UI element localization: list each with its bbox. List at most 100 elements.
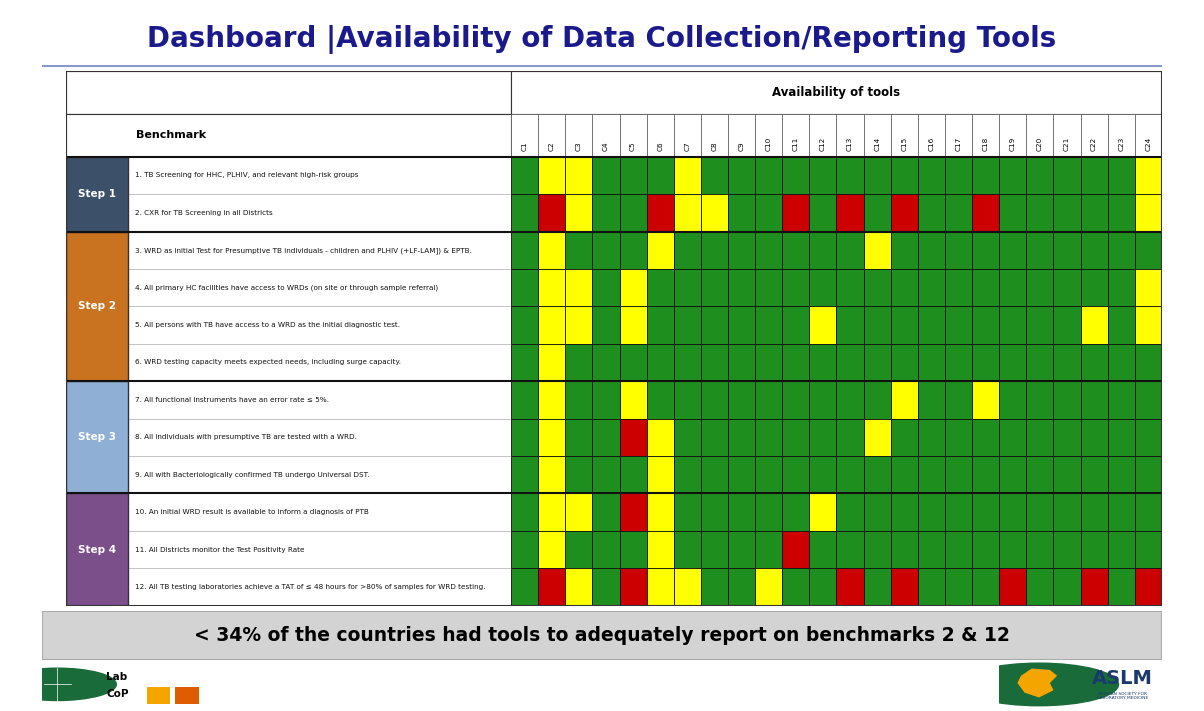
Bar <box>728 344 755 381</box>
Bar <box>891 156 917 194</box>
Text: Dashboard |Availability of Data Collection/Reporting Tools: Dashboard |Availability of Data Collecti… <box>147 25 1057 54</box>
Text: C20: C20 <box>1037 137 1043 151</box>
Bar <box>538 568 566 606</box>
Bar <box>891 456 917 493</box>
Bar <box>1108 493 1134 531</box>
Text: 5. All persons with TB have access to a WRD as the initial diagnostic test.: 5. All persons with TB have access to a … <box>135 322 400 328</box>
Bar <box>620 306 647 344</box>
Bar <box>783 493 809 531</box>
Bar <box>809 156 837 194</box>
Bar <box>891 194 917 232</box>
Bar <box>728 269 755 306</box>
Bar <box>566 531 592 568</box>
Text: Lab: Lab <box>106 673 128 683</box>
Text: 4. All primary HC facilities have access to WRDs (on site or through sample refe: 4. All primary HC facilities have access… <box>135 284 438 291</box>
Text: C2: C2 <box>549 141 555 151</box>
Bar <box>592 344 620 381</box>
Bar <box>728 381 755 419</box>
Bar <box>566 156 592 194</box>
Bar <box>1054 493 1080 531</box>
Bar <box>1054 232 1080 269</box>
Bar <box>592 232 620 269</box>
Bar <box>972 156 999 194</box>
Bar <box>592 456 620 493</box>
Bar <box>1054 344 1080 381</box>
Bar <box>972 114 999 156</box>
Bar <box>1134 456 1162 493</box>
Text: C6: C6 <box>657 141 663 151</box>
Bar <box>701 344 728 381</box>
Bar <box>783 568 809 606</box>
Bar <box>1134 419 1162 456</box>
Bar <box>1054 156 1080 194</box>
Bar <box>917 419 945 456</box>
Bar <box>620 419 647 456</box>
Bar <box>620 194 647 232</box>
Bar <box>592 269 620 306</box>
Bar <box>999 531 1026 568</box>
Bar <box>510 344 538 381</box>
Bar <box>863 456 891 493</box>
Bar <box>837 269 863 306</box>
Bar <box>1026 306 1054 344</box>
Text: C5: C5 <box>630 141 636 151</box>
Text: C4: C4 <box>603 141 609 151</box>
Bar <box>837 531 863 568</box>
Bar <box>128 419 510 456</box>
Bar <box>863 269 891 306</box>
Bar <box>863 381 891 419</box>
Bar <box>647 531 674 568</box>
Bar <box>891 232 917 269</box>
Bar <box>620 568 647 606</box>
Bar <box>538 456 566 493</box>
Bar <box>945 232 972 269</box>
Bar <box>647 306 674 344</box>
Bar <box>783 269 809 306</box>
Bar <box>647 568 674 606</box>
Bar <box>728 194 755 232</box>
Bar <box>755 419 783 456</box>
Bar <box>566 456 592 493</box>
Bar <box>566 232 592 269</box>
Bar <box>66 114 510 156</box>
Bar <box>1080 344 1108 381</box>
Text: 1. TB Screening for HHC, PLHIV, and relevant high-risk groups: 1. TB Screening for HHC, PLHIV, and rele… <box>135 172 359 178</box>
Bar <box>128 156 510 194</box>
Bar <box>917 306 945 344</box>
Bar <box>1026 493 1054 531</box>
Bar <box>538 306 566 344</box>
Bar <box>701 493 728 531</box>
Bar <box>945 194 972 232</box>
Bar <box>863 344 891 381</box>
Bar <box>972 531 999 568</box>
Bar <box>1054 568 1080 606</box>
Bar <box>674 493 701 531</box>
Bar <box>1080 194 1108 232</box>
Bar <box>647 344 674 381</box>
Text: C17: C17 <box>956 137 962 151</box>
Bar <box>863 306 891 344</box>
Bar <box>1108 232 1134 269</box>
Bar <box>809 419 837 456</box>
Bar <box>1108 194 1134 232</box>
Bar <box>701 114 728 156</box>
Bar <box>510 493 538 531</box>
Bar <box>728 493 755 531</box>
Circle shape <box>960 663 1119 706</box>
Bar <box>1108 419 1134 456</box>
Bar <box>917 381 945 419</box>
Bar <box>647 269 674 306</box>
Bar <box>837 419 863 456</box>
Bar <box>755 194 783 232</box>
Bar <box>620 114 647 156</box>
Bar <box>674 232 701 269</box>
Bar <box>1080 114 1108 156</box>
Bar <box>1026 344 1054 381</box>
Bar <box>1080 531 1108 568</box>
Bar <box>1134 156 1162 194</box>
Bar <box>566 381 592 419</box>
Bar <box>66 232 128 381</box>
Bar <box>999 306 1026 344</box>
Text: 12. All TB testing laboratories achieve a TAT of ≤ 48 hours for >80% of samples : 12. All TB testing laboratories achieve … <box>135 584 485 590</box>
Bar <box>1134 568 1162 606</box>
